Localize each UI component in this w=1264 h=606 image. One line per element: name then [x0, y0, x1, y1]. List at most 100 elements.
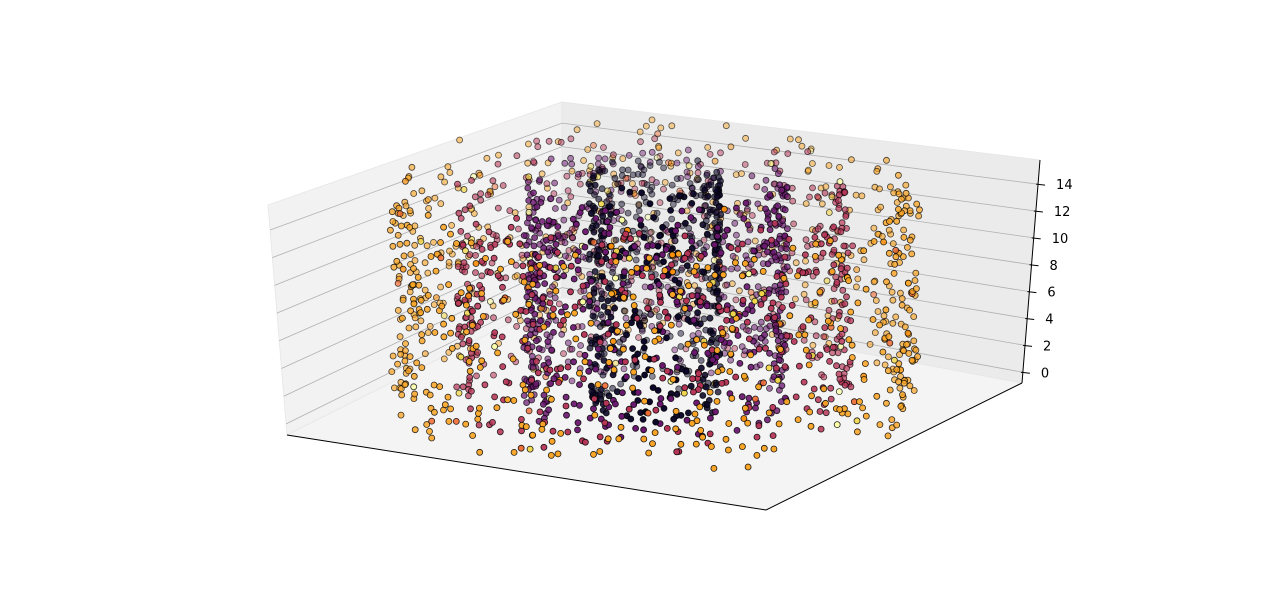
data-point — [675, 320, 683, 328]
data-point — [491, 343, 499, 350]
data-point — [587, 277, 595, 285]
data-point — [672, 407, 680, 415]
data-point — [699, 268, 706, 276]
data-point — [414, 273, 422, 281]
data-point — [809, 160, 816, 167]
data-point — [775, 170, 782, 178]
data-point — [578, 204, 586, 211]
data-point — [568, 377, 576, 385]
data-point — [643, 181, 651, 189]
z-tick-label: 4 — [1045, 313, 1053, 328]
data-point — [759, 267, 767, 275]
data-point — [837, 325, 844, 332]
data-point — [394, 306, 402, 314]
data-point — [533, 358, 540, 365]
data-point — [747, 351, 754, 359]
data-point — [630, 401, 638, 409]
data-point — [690, 268, 698, 276]
data-point — [826, 357, 833, 365]
data-point — [883, 278, 890, 286]
data-point — [644, 409, 652, 417]
data-point — [673, 175, 681, 183]
data-point — [672, 354, 679, 362]
data-point — [898, 295, 906, 303]
data-point — [758, 290, 766, 298]
data-point — [809, 341, 817, 349]
data-point — [577, 342, 584, 349]
data-point — [706, 430, 714, 438]
data-point — [561, 373, 569, 381]
data-point — [601, 155, 609, 163]
data-point — [660, 164, 667, 172]
data-point — [465, 292, 473, 300]
data-point — [549, 427, 557, 435]
data-point — [483, 154, 491, 162]
data-point — [781, 363, 789, 371]
data-point — [411, 241, 419, 249]
data-point — [703, 383, 710, 391]
data-point — [551, 294, 559, 302]
data-point — [817, 425, 825, 433]
data-point — [750, 247, 757, 255]
data-point — [902, 189, 910, 197]
data-point — [517, 444, 525, 452]
data-point — [901, 323, 909, 331]
data-point — [468, 176, 475, 184]
data-point — [457, 289, 465, 297]
data-point — [558, 330, 566, 338]
data-point — [499, 283, 506, 291]
data-point — [831, 297, 838, 305]
data-point — [755, 422, 763, 430]
data-point — [459, 241, 467, 249]
data-point — [448, 314, 456, 322]
data-point — [766, 384, 773, 392]
data-point — [710, 464, 718, 472]
data-point — [771, 165, 779, 173]
data-point — [426, 322, 434, 330]
data-point — [740, 415, 748, 422]
data-point — [704, 192, 712, 200]
data-point — [774, 202, 782, 210]
data-point — [473, 243, 480, 250]
data-point — [804, 148, 812, 156]
data-point — [760, 379, 767, 387]
data-point — [714, 224, 722, 232]
data-point — [810, 385, 818, 393]
data-point — [478, 290, 486, 297]
data-point — [685, 282, 692, 290]
data-point — [592, 365, 599, 373]
data-point — [440, 320, 448, 328]
data-point — [747, 288, 755, 296]
data-point — [478, 245, 486, 253]
data-point — [566, 229, 574, 237]
data-point — [575, 170, 582, 178]
data-point — [530, 158, 537, 166]
data-point — [871, 329, 879, 337]
data-point — [415, 281, 423, 289]
data-point — [892, 253, 900, 261]
data-point — [401, 357, 409, 365]
data-point — [910, 387, 918, 394]
data-point — [906, 236, 914, 244]
data-point — [546, 264, 554, 271]
data-point — [634, 350, 642, 358]
data-point — [728, 394, 736, 402]
data-point — [854, 299, 862, 307]
data-point — [789, 197, 797, 205]
data-point — [502, 378, 510, 386]
data-point — [644, 304, 651, 312]
data-point — [714, 232, 721, 240]
data-point — [739, 296, 747, 304]
data-point — [757, 318, 765, 326]
data-point — [629, 384, 636, 392]
data-point — [761, 331, 768, 339]
data-point — [640, 344, 648, 352]
data-point — [762, 344, 769, 352]
data-point — [614, 180, 621, 188]
data-point — [604, 308, 612, 316]
data-point — [695, 206, 703, 214]
data-point — [596, 433, 604, 441]
data-point — [744, 205, 751, 213]
data-point — [873, 359, 881, 367]
